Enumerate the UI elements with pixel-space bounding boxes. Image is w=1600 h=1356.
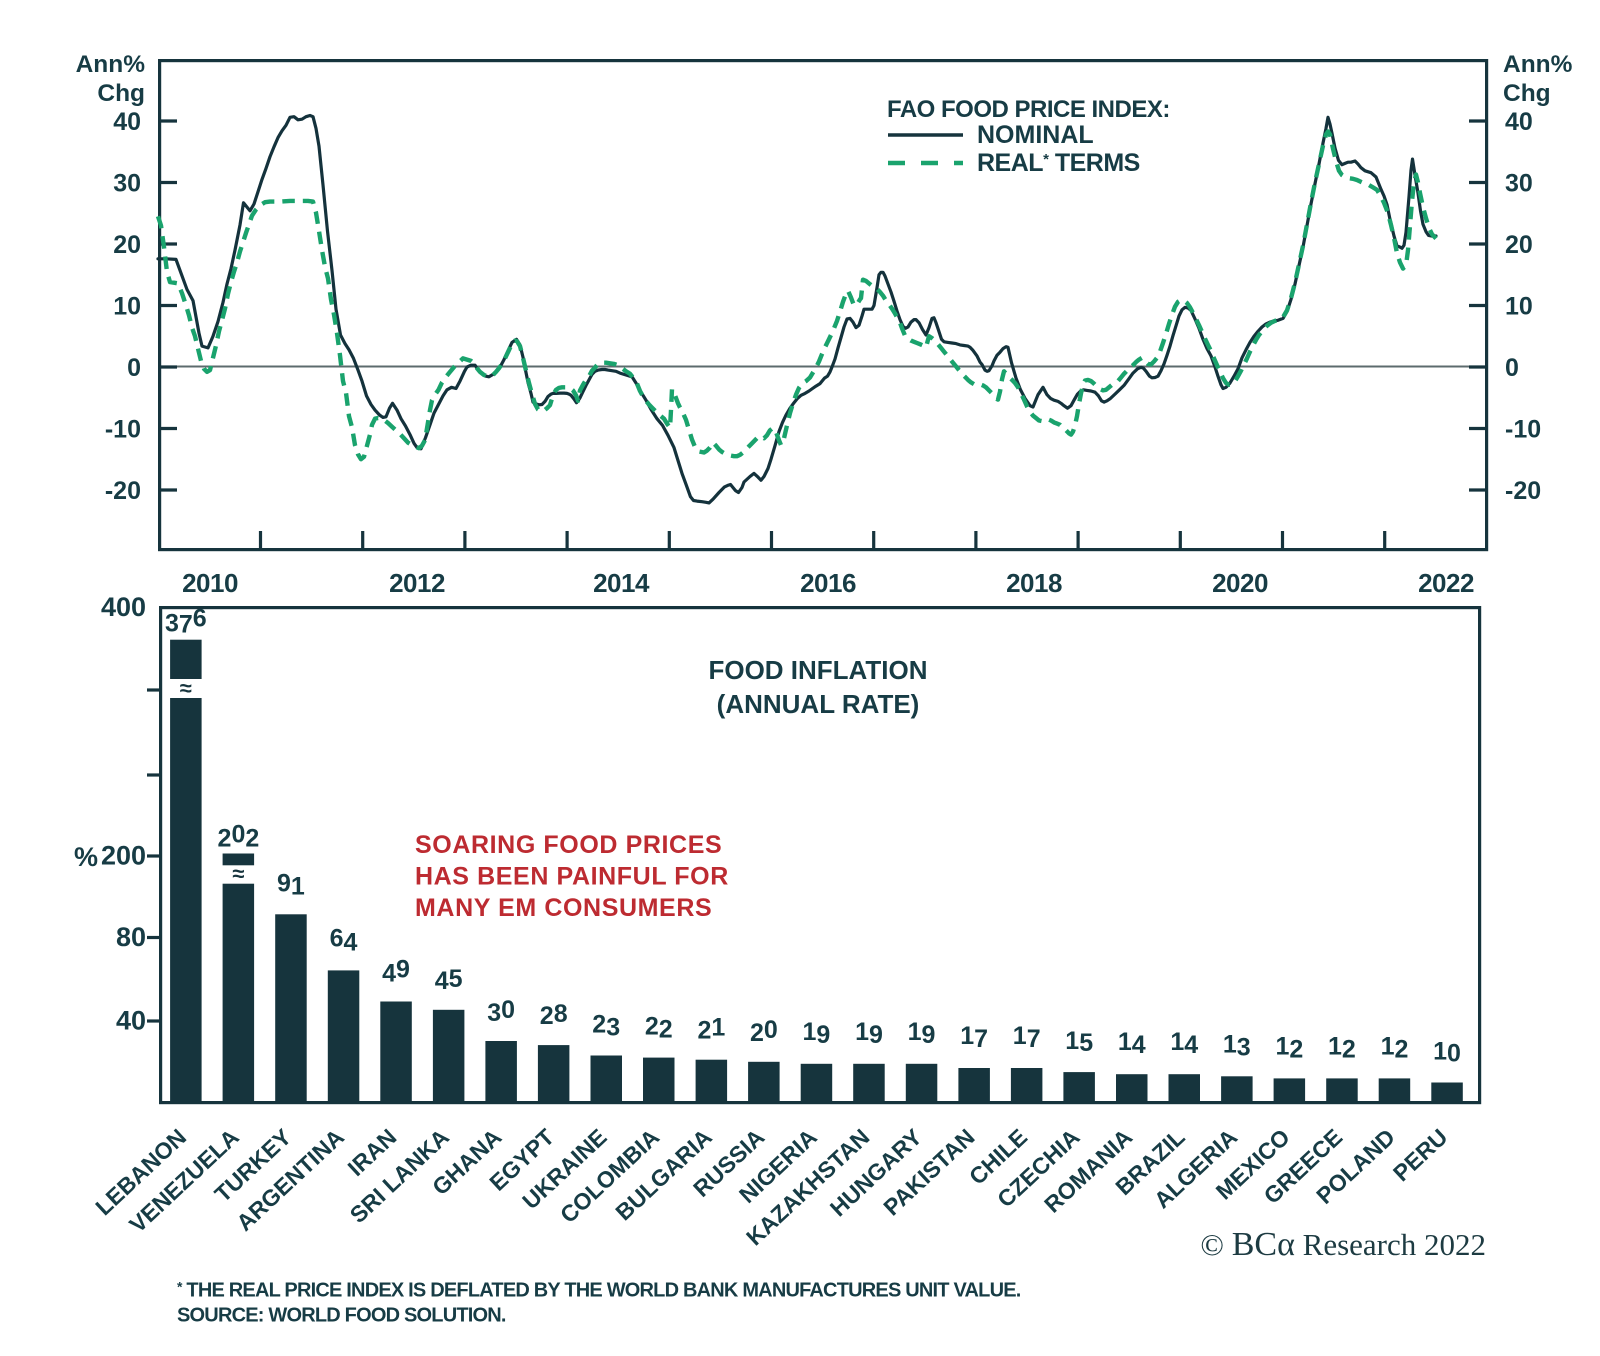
svg-text:19: 19: [855, 1018, 883, 1049]
svg-text:12: 12: [1328, 1032, 1356, 1063]
svg-text:40: 40: [113, 108, 141, 136]
svg-text:Chg: Chg: [1503, 80, 1551, 107]
svg-text:SOARING FOOD PRICES: SOARING FOOD PRICES: [415, 831, 722, 859]
svg-text:2012: 2012: [389, 568, 445, 598]
svg-text:19: 19: [802, 1018, 830, 1049]
svg-text:MANY EM CONSUMERS: MANY EM CONSUMERS: [415, 894, 712, 922]
svg-text:NOMINAL: NOMINAL: [977, 121, 1094, 149]
svg-text:REAL* TERMS: REAL* TERMS: [977, 149, 1140, 177]
svg-text:2018: 2018: [1006, 568, 1062, 598]
svg-text:30: 30: [487, 996, 515, 1027]
svg-text:FOOD INFLATION: FOOD INFLATION: [708, 655, 927, 685]
svg-text:202: 202: [218, 821, 260, 853]
svg-text:Chg: Chg: [97, 80, 145, 107]
svg-text:21: 21: [697, 1014, 725, 1045]
svg-text:-10: -10: [1505, 416, 1541, 444]
svg-text:30: 30: [1505, 170, 1533, 198]
svg-text:-20: -20: [105, 477, 141, 505]
svg-text:2016: 2016: [800, 568, 856, 598]
svg-text:20: 20: [750, 1016, 778, 1047]
svg-text:23: 23: [592, 1011, 620, 1042]
svg-text:Ann%: Ann%: [1503, 51, 1573, 78]
svg-text:91: 91: [277, 869, 305, 900]
svg-text:80: 80: [116, 922, 146, 952]
svg-text:2022: 2022: [1418, 568, 1474, 598]
svg-text:10: 10: [1433, 1038, 1461, 1068]
svg-text:200: 200: [101, 841, 146, 871]
svg-text:* THE REAL PRICE INDEX IS DEFL: * THE REAL PRICE INDEX IS DEFLATED BY TH…: [177, 1279, 1021, 1302]
svg-text:0: 0: [127, 354, 141, 382]
svg-text:14: 14: [1118, 1028, 1146, 1059]
svg-text:10: 10: [113, 293, 141, 321]
svg-text:-10: -10: [105, 416, 141, 444]
svg-text:13: 13: [1223, 1030, 1251, 1061]
svg-text:HAS BEEN PAINFUL FOR: HAS BEEN PAINFUL FOR: [415, 863, 729, 891]
svg-text:40: 40: [1505, 108, 1533, 136]
svg-text:2014: 2014: [593, 568, 650, 598]
svg-text:14: 14: [1170, 1028, 1198, 1059]
svg-text:≈: ≈: [232, 861, 244, 886]
svg-text:40: 40: [116, 1006, 146, 1036]
svg-text:30: 30: [113, 170, 141, 198]
svg-text:10: 10: [1505, 293, 1533, 321]
svg-text:(ANNUAL RATE): (ANNUAL RATE): [717, 689, 920, 719]
svg-text:%: %: [74, 842, 98, 872]
svg-text:0: 0: [1505, 354, 1519, 382]
svg-text:12: 12: [1275, 1032, 1303, 1063]
svg-text:20: 20: [1505, 231, 1533, 259]
svg-text:≈: ≈: [180, 676, 192, 701]
svg-text:FAO FOOD PRICE INDEX:: FAO FOOD PRICE INDEX:: [887, 96, 1170, 123]
svg-text:20: 20: [113, 231, 141, 259]
svg-text:15: 15: [1065, 1027, 1093, 1057]
svg-text:-20: -20: [1505, 477, 1541, 505]
svg-text:Ann%: Ann%: [76, 51, 146, 78]
svg-text:22: 22: [645, 1013, 673, 1044]
svg-text:© BCα Research 2022: © BCα Research 2022: [1200, 1226, 1486, 1263]
svg-text:19: 19: [908, 1018, 936, 1049]
svg-text:2010: 2010: [182, 568, 238, 598]
svg-text:SOURCE: WORLD FOOD SOLUTION.: SOURCE: WORLD FOOD SOLUTION.: [177, 1305, 506, 1327]
svg-text:64: 64: [330, 924, 358, 956]
svg-text:400: 400: [101, 592, 146, 622]
svg-text:17: 17: [960, 1022, 988, 1053]
svg-text:2020: 2020: [1212, 568, 1268, 598]
svg-text:17: 17: [1013, 1022, 1041, 1053]
svg-text:28: 28: [540, 1000, 568, 1030]
svg-text:376: 376: [165, 605, 207, 639]
svg-text:45: 45: [435, 965, 463, 995]
svg-text:12: 12: [1381, 1032, 1409, 1063]
svg-text:49: 49: [382, 956, 410, 988]
